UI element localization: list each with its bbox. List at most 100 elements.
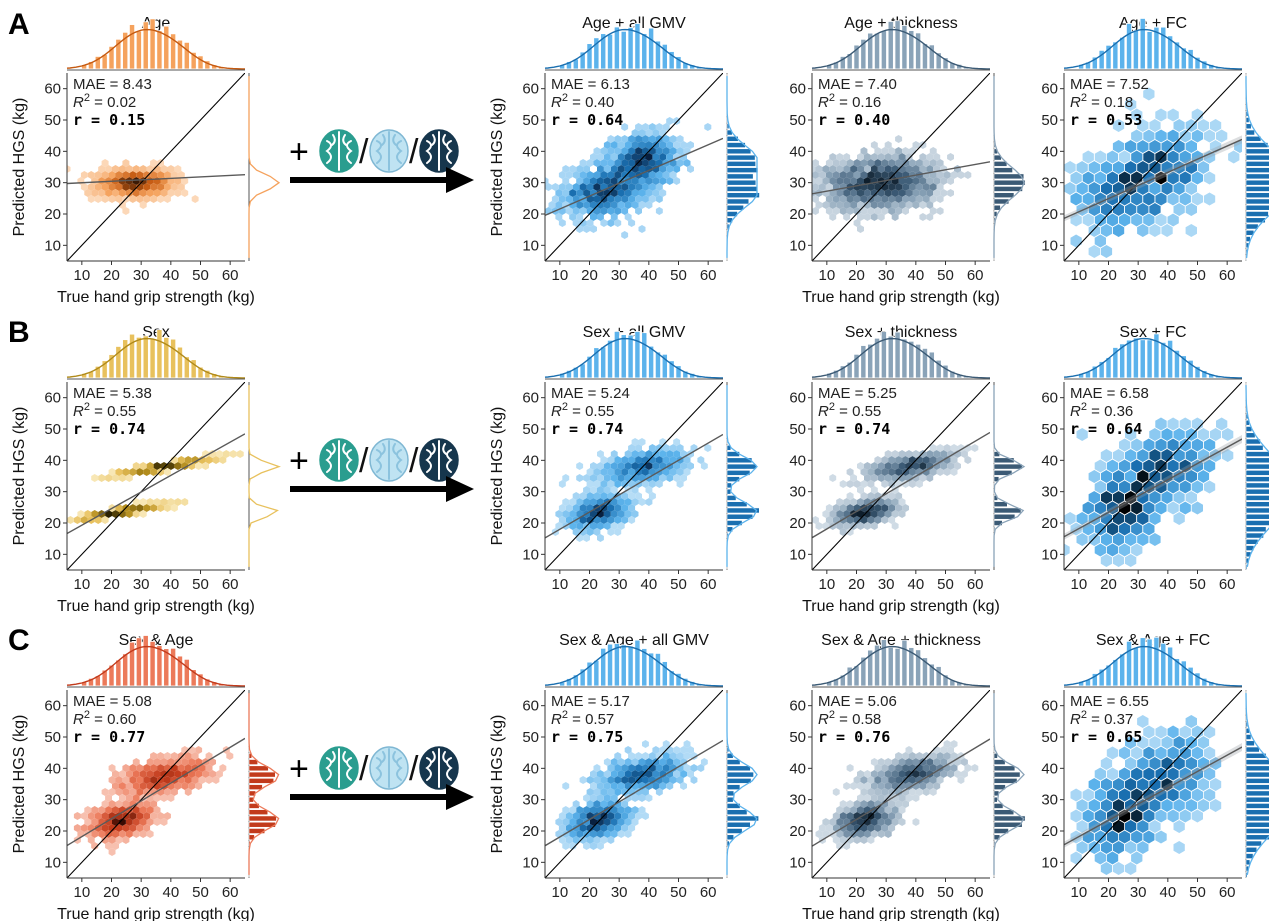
- hexbin-cell: [590, 201, 597, 209]
- hexbin-cell: [891, 522, 899, 530]
- top-histogram: [544, 331, 723, 380]
- right-histogram-bar: [1245, 759, 1269, 765]
- y-tick-label: 10: [44, 854, 61, 871]
- hexbin-cell: [558, 504, 566, 512]
- hexbin-cell: [1087, 798, 1101, 813]
- hexbin-cell: [857, 806, 864, 814]
- hexbin-cell: [164, 788, 171, 796]
- r-label: r =: [1070, 420, 1106, 438]
- mae-value: 7.52: [1120, 76, 1149, 93]
- r2-symbol: R: [1070, 403, 1081, 420]
- r-label: r =: [818, 111, 854, 129]
- hexbin-cell: [857, 462, 864, 470]
- x-tick-label: 60: [967, 576, 984, 593]
- top-histogram-bar: [135, 336, 142, 379]
- hexbin-cell: [638, 758, 646, 766]
- hexbin-cell: [160, 165, 168, 173]
- hexbin-cell: [624, 758, 632, 766]
- hexbin-cell: [898, 462, 906, 470]
- hexbin-cell: [853, 195, 861, 203]
- hexbin-cell: [555, 189, 563, 197]
- hexbin-cell: [957, 776, 965, 784]
- hexbin-cell: [593, 171, 601, 179]
- x-tick-label: 20: [1100, 267, 1117, 284]
- hexbin-cell: [857, 522, 864, 530]
- regression-line: [67, 737, 245, 847]
- top-histogram: [544, 23, 723, 71]
- hexbin-cell: [115, 836, 123, 844]
- right-histogram-bar: [1245, 488, 1269, 495]
- hexbin-cell: [153, 806, 161, 814]
- x-tick-label: 40: [907, 576, 924, 593]
- x-tick-label: 40: [162, 267, 179, 284]
- hexbin-cell: [91, 189, 99, 197]
- right-histogram-bar: [726, 186, 758, 192]
- hexbin-cell: [843, 213, 851, 221]
- hexbin-cell: [905, 782, 913, 790]
- hexbin-cell: [562, 165, 570, 173]
- hexbin-cell: [936, 468, 944, 476]
- hexbin-cell: [129, 776, 137, 784]
- hexbin-cell: [638, 438, 646, 446]
- hexbin-cell: [964, 764, 972, 772]
- hexbin-cell: [818, 171, 826, 179]
- hexbin-cell: [125, 806, 133, 814]
- hexbin-cell: [624, 153, 632, 161]
- hexbin-cell: [669, 135, 677, 143]
- hexbin-cell: [631, 818, 639, 826]
- hexbin-cell: [551, 195, 559, 203]
- hexbin-cell: [950, 468, 958, 476]
- identity-line: [812, 73, 990, 261]
- brain-icon-thickness: [369, 746, 409, 790]
- regression-line: [812, 431, 990, 539]
- x-tick-label: 50: [670, 576, 687, 593]
- hexbin-cell: [857, 213, 864, 221]
- hexbin-cell: [929, 788, 937, 796]
- hexbin-cell: [628, 135, 636, 143]
- hexbin-cell: [621, 824, 629, 832]
- y-tick-label: 50: [789, 112, 806, 129]
- hexbin-cell: [940, 758, 948, 766]
- hexbin-cell: [642, 740, 649, 748]
- hexbin-cell: [1118, 149, 1132, 165]
- hexbin-cell: [1064, 160, 1077, 175]
- hexbin-cell: [902, 764, 909, 772]
- hexbin-cell: [781, 201, 788, 209]
- hexbin-cell: [108, 195, 116, 203]
- x-tick-label: 50: [937, 267, 954, 284]
- y-axis-label: Predicted HGS (kg): [11, 98, 28, 237]
- hexbin-cell: [125, 782, 133, 790]
- r2-text: R2 = 0.40: [551, 92, 614, 111]
- hexbin-cell: [119, 165, 126, 173]
- hexbin-cell: [603, 782, 611, 790]
- hexbin-cell: [143, 824, 151, 832]
- top-histogram-bar: [648, 27, 655, 70]
- top-histogram-bar: [1126, 339, 1133, 379]
- hexbin-cell: [645, 189, 653, 197]
- hexbin-cell: [150, 764, 158, 772]
- top-histogram-bar: [94, 365, 101, 379]
- hexbin-cell: [971, 444, 979, 452]
- hexbin-cell: [926, 462, 934, 470]
- hexbin-cell: [614, 468, 622, 476]
- hexbin-cell: [638, 129, 646, 137]
- hexbin-cell: [597, 165, 604, 173]
- hexbin-cell: [617, 462, 625, 470]
- hexbin-cell: [112, 770, 119, 778]
- x-tick-label: 30: [611, 576, 628, 593]
- right-histogram-bar: [248, 809, 269, 816]
- right-histogram-bar: [993, 167, 1013, 173]
- hexbin-cell: [600, 456, 608, 464]
- r-text: r = 0.64: [1070, 420, 1142, 438]
- hexbin-cell: [659, 782, 667, 790]
- hexbin-cell: [80, 824, 88, 832]
- hexbin-cell: [1112, 861, 1125, 876]
- hexbin-cell: [822, 818, 830, 826]
- r2-symbol: R: [818, 711, 829, 728]
- right-histogram-bar: [993, 173, 1025, 180]
- top-histogram-bar: [915, 343, 922, 379]
- hexbin-cell: [160, 758, 168, 766]
- top-histogram-bar: [874, 32, 881, 70]
- hexbin-cell: [610, 522, 618, 530]
